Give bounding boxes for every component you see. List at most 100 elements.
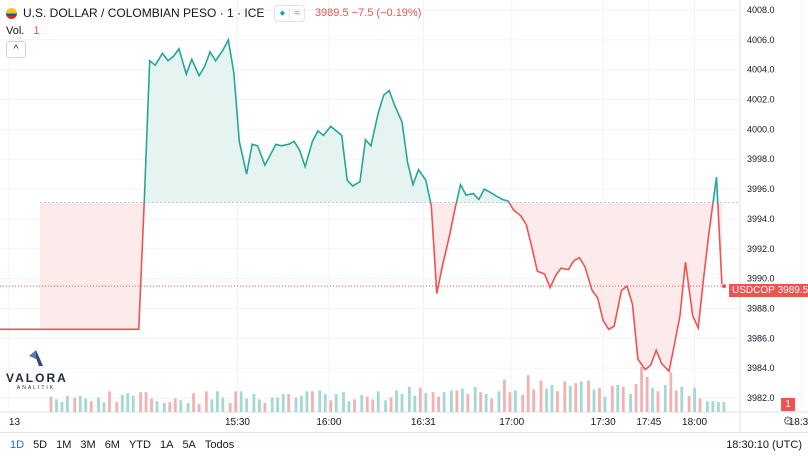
volume-bar: [239, 391, 243, 412]
volume-bar: [97, 397, 100, 412]
volume-bar: [347, 401, 351, 412]
volume-bar: [179, 400, 183, 412]
volume-bar: [276, 397, 280, 412]
chart-area[interactable]: 4008.0 4006.0 4004.0 4002.0 4000.0 3998.0 3996…: [0, 0, 808, 432]
volume-bar: [413, 395, 417, 412]
logo-text: VALORA: [6, 371, 68, 385]
volume-bar: [610, 385, 614, 412]
range-button-todos[interactable]: Todos: [204, 439, 235, 451]
volume-bar: [716, 402, 720, 412]
volume-bar: [334, 394, 338, 412]
collapse-legend-button[interactable]: ^: [6, 41, 26, 58]
x-tick-label: 17:30: [591, 417, 616, 428]
volume-bar: [311, 391, 314, 412]
range-button-5d[interactable]: 5D: [33, 439, 48, 451]
volume-bar: [215, 391, 219, 412]
volume-bar: [424, 393, 428, 412]
volume-bar: [173, 398, 177, 412]
volume-bar: [466, 394, 470, 412]
volume-legend[interactable]: Vol. 1: [6, 25, 40, 37]
volume-bar: [376, 391, 380, 412]
x-tick-label: 16:00: [316, 417, 341, 428]
volume-bar: [342, 392, 345, 412]
volume-bar: [323, 394, 327, 412]
range-button-1m[interactable]: 1M: [56, 439, 72, 451]
y-tick-label: 4006.0: [747, 35, 775, 45]
range-button-1d[interactable]: 1D: [10, 439, 25, 451]
x-tick-label: 17:00: [499, 417, 524, 428]
last-price-tag: USDCOP 3989.5: [729, 284, 808, 297]
volume-bar: [197, 403, 201, 412]
approx-icon: ≈: [289, 7, 304, 19]
price-chart[interactable]: 4008.0 4006.0 4004.0 4002.0 4000.0 3998.0 3996…: [0, 0, 808, 432]
volume-bar: [115, 402, 119, 412]
volume-bar: [587, 380, 590, 412]
volume-bar: [281, 394, 285, 412]
y-tick-label: 3986.0: [747, 333, 775, 343]
y-tick-label: 3998.0: [747, 154, 775, 164]
volume-bar: [669, 372, 673, 412]
market-status-badge[interactable]: ● ≈: [274, 4, 305, 22]
volume-bar: [89, 401, 93, 412]
volume-bar: [263, 403, 267, 412]
volume-bar: [550, 385, 554, 412]
volume-label: Vol.: [6, 25, 25, 37]
logo-subtext: ANALITIK: [16, 385, 56, 391]
market-open-icon: ●: [279, 7, 286, 19]
last-price-symbol: USDCOP: [732, 285, 775, 296]
volume-bar: [490, 398, 494, 412]
clock[interactable]: 18:30:10 (UTC): [726, 439, 802, 451]
volume-bar: [102, 402, 106, 412]
range-button-5a[interactable]: 5A: [182, 439, 196, 451]
volume-bar: [598, 387, 601, 412]
bottom-toolbar: 1D 5D 1M 3M 6M YTD 1A 5A Todos 18:30:10 (UTC): [0, 432, 808, 456]
volume-bar: [508, 392, 512, 412]
volume-bar: [155, 401, 159, 412]
gear-icon[interactable]: ⚙: [782, 414, 794, 428]
last-price-value: 3989.5: [777, 285, 808, 296]
range-button-1a[interactable]: 1A: [159, 439, 174, 451]
volume-bar: [693, 387, 696, 412]
range-button-6m[interactable]: 6M: [104, 439, 120, 451]
volume-bar: [144, 392, 148, 412]
y-tick-label: 4002.0: [747, 95, 775, 105]
volume-bar: [84, 398, 88, 412]
volume-bar: [108, 391, 111, 412]
volume-bar: [384, 400, 387, 412]
volume-bar: [545, 388, 548, 412]
volume-bar: [49, 396, 53, 412]
volume-bar: [407, 386, 411, 412]
valora-logo: VALORA ANALITIK: [6, 350, 66, 391]
volume-bar: [389, 397, 393, 412]
range-button-ytd[interactable]: YTD: [128, 439, 151, 451]
volume-bar: [656, 391, 660, 412]
range-button-3m[interactable]: 3M: [80, 439, 96, 451]
area-fill-below: [40, 202, 722, 372]
volume-bar: [687, 395, 691, 412]
y-tick-label: 3990.0: [747, 274, 775, 284]
volume-bar: [449, 390, 453, 412]
volume-bar: [126, 393, 130, 412]
volume-bar: [186, 403, 190, 412]
symbol-title[interactable]: U.S. DOLLAR / COLOMBIAN PESO · 1 · ICE: [23, 6, 265, 20]
x-tick-label: 18:35: [789, 417, 808, 428]
volume-bar: [521, 394, 525, 412]
volume-bar: [371, 399, 375, 412]
volume-bar: [437, 396, 440, 412]
volume-bar: [556, 391, 559, 412]
price-line-down: [40, 202, 723, 373]
volume-bar: [365, 396, 369, 412]
y-tick-label: 3982.0: [747, 393, 775, 403]
volume-bar: [60, 402, 64, 412]
volume-bar: [73, 397, 77, 412]
volume-bar: [473, 386, 477, 412]
volume-bar: [395, 390, 398, 412]
logo-mark-icon: [29, 350, 43, 366]
volume-bar: [66, 395, 69, 412]
volume-bar: [287, 394, 291, 412]
volume-bar: [210, 399, 214, 412]
volume-bar: [442, 392, 446, 412]
x-tick-label: 13: [9, 417, 21, 428]
volume-bar: [168, 402, 172, 412]
volume-bar: [252, 394, 256, 412]
